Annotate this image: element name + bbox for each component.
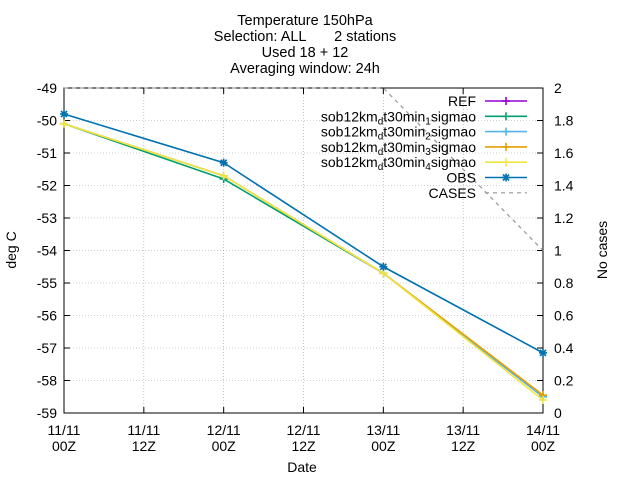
series-point-4: [219, 171, 228, 180]
chart-title-line-4: Averaging window: 24h: [230, 61, 380, 77]
y2-tick-label: 0.6: [554, 308, 574, 324]
legend-label-6: CASES: [429, 185, 476, 201]
y2-tick-label: 1.2: [554, 210, 574, 226]
x-tick-label: 11/11: [127, 422, 160, 438]
y2-tick-label: 1.4: [554, 178, 574, 194]
y-tick-label: -56: [37, 308, 57, 324]
y2-axis-label: No cases: [594, 221, 610, 279]
legend-label-2: sob12kmdt30min2sigmao: [321, 124, 476, 143]
x-tick-label: 13/11: [446, 422, 480, 438]
legend-label-5: OBS: [446, 170, 476, 186]
chart-title-line-1: Temperature 150hPa: [237, 13, 373, 29]
legend-marker-0: [502, 97, 510, 105]
legend-marker-3: [502, 142, 510, 151]
y-tick-label: -50: [37, 113, 57, 129]
y-tick-label: -53: [37, 210, 57, 226]
series-point-4: [60, 119, 68, 128]
x-tick-label: 00Z: [371, 438, 396, 454]
series-lines: [60, 87, 547, 404]
legend-marker-4: [502, 158, 510, 167]
x-tick-label: 13/11: [366, 422, 400, 438]
series-point-4: [539, 396, 547, 404]
grid: [64, 88, 543, 413]
series-line-4: [63, 122, 544, 401]
legend-marker-2: [502, 127, 510, 136]
legend: REFsob12kmdt30min1sigmaosob12kmdt30min2s…: [321, 93, 527, 201]
legend-label-4: sob12kmdt30min4sigmao: [321, 154, 476, 173]
x-tick-label: 00Z: [531, 438, 556, 454]
x-tick-label: 11/11: [48, 422, 81, 438]
x-axis-ticks: 11/1100Z11/1112Z12/1100Z12/1112Z13/1100Z…: [48, 88, 560, 454]
legend-label-1: sob12kmdt30min1sigmao: [321, 108, 476, 127]
y2-tick-label: 0: [554, 405, 562, 421]
x-tick-label: 12/11: [207, 422, 241, 438]
x-tick-label: 00Z: [52, 438, 77, 454]
y-tick-label: -51: [37, 145, 57, 161]
series-line-6: [64, 87, 544, 251]
chart-title-line-2: Selection: ALL 2 stations: [214, 29, 396, 45]
y2-tick-label: 2: [554, 80, 562, 96]
chart-title-line-3: Used 18 + 12: [262, 45, 349, 61]
y-tick-label: -58: [37, 373, 57, 389]
y-tick-label: -52: [37, 178, 57, 194]
series-line-5: [63, 113, 544, 354]
legend-marker-1: [502, 112, 510, 121]
x-axis-label: Date: [287, 459, 317, 475]
y2-tick-label: 0.2: [554, 373, 574, 389]
legend-label-3: sob12kmdt30min3sigmao: [321, 139, 476, 158]
y-tick-label: -59: [37, 405, 57, 421]
y2-tick-label: 0.8: [554, 275, 574, 291]
y-axis-ticks: -49 -50 -51 -52 -53 -54 -55 -56 -57 -58 -59: [37, 80, 70, 421]
x-tick-label: 12Z: [291, 438, 316, 454]
x-tick-label: 12/11: [287, 422, 321, 438]
chart-title: Temperature 150hPa Selection: ALL 2 stat…: [214, 13, 396, 77]
series-point-5: [219, 158, 228, 167]
y-tick-label: -54: [37, 243, 57, 259]
x-tick-label: 12Z: [132, 438, 157, 454]
legend-marker-5: [502, 173, 510, 182]
y-axis-label: deg C: [3, 231, 19, 268]
y-tick-label: -57: [37, 340, 57, 356]
y2-tick-label: 1: [554, 243, 562, 259]
series-point-5: [60, 110, 68, 118]
series-point-5: [379, 262, 388, 271]
y2-axis-ticks: 2 1.8 1.6 1.4 1.2 1 0.8 0.6 0.4 0.2 0: [537, 80, 574, 421]
y2-tick-label: 1.8: [554, 113, 574, 129]
y-tick-label: -49: [37, 80, 57, 96]
legend-label-0: REF: [448, 93, 476, 109]
x-tick-label: 14/11: [526, 422, 560, 438]
x-tick-label: 00Z: [212, 438, 237, 454]
x-tick-label: 12Z: [451, 438, 476, 454]
series-point-5: [539, 348, 547, 357]
y2-tick-label: 0.4: [554, 340, 574, 356]
y2-tick-label: 1.6: [554, 145, 574, 161]
y-tick-label: -55: [37, 275, 57, 291]
